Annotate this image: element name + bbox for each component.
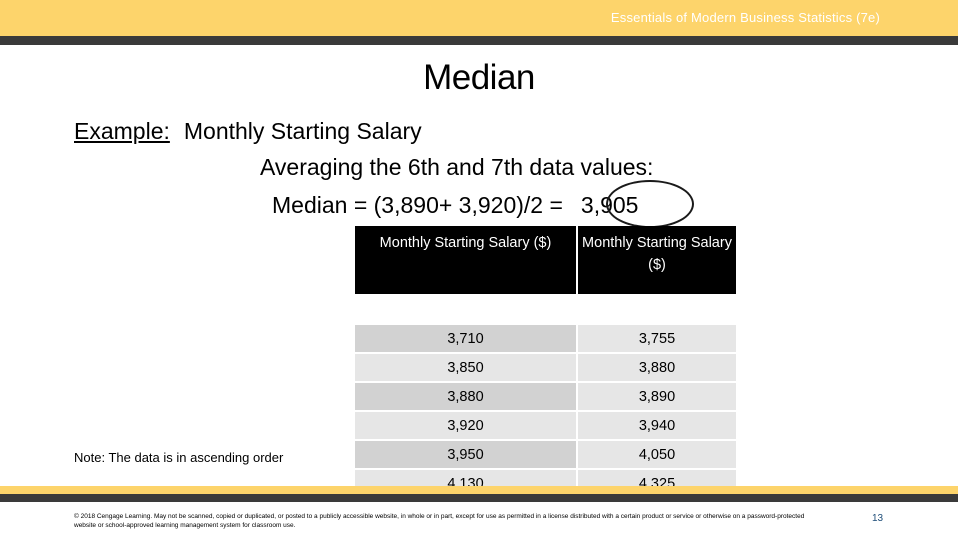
table-cell: 3,850 xyxy=(355,352,576,381)
table-row: 3,920 3,940 xyxy=(355,410,736,439)
table-row: 3,710 3,755 xyxy=(355,323,736,352)
header-bar: Essentials of Modern Business Statistics… xyxy=(0,0,958,36)
table-cell: 3,880 xyxy=(576,352,736,381)
table-cell: 3,710 xyxy=(355,323,576,352)
example-label: Example: xyxy=(74,118,170,144)
spacer-row xyxy=(355,294,736,323)
header-divider xyxy=(0,36,958,45)
footer-accent-bar xyxy=(0,486,958,494)
table-row: 3,950 4,050 xyxy=(355,439,736,468)
example-line: Example: Monthly Starting Salary xyxy=(74,118,422,145)
median-formula: Median = (3,890+ 3,920)/2 = xyxy=(272,192,563,218)
column-header: Monthly Starting Salary ($) xyxy=(355,226,576,294)
copyright-notice: © 2018 Cengage Learning. May not be scan… xyxy=(74,513,805,529)
table-cell: 3,890 xyxy=(576,381,736,410)
averaging-line: Averaging the 6th and 7th data values: xyxy=(260,154,654,180)
table-cell: 3,940 xyxy=(576,410,736,439)
table-row: 3,850 3,880 xyxy=(355,352,736,381)
median-formula-line: Median = (3,890+ 3,920)/2 = 3,905 xyxy=(272,192,638,219)
table-cell: 4,050 xyxy=(576,439,736,468)
table-header-row: Monthly Starting Salary ($) Monthly Star… xyxy=(355,226,736,294)
table-cell: 3,755 xyxy=(576,323,736,352)
table-row: 3,880 3,890 xyxy=(355,381,736,410)
salary-table: Monthly Starting Salary ($) Monthly Star… xyxy=(355,226,736,497)
course-title: Essentials of Modern Business Statistics… xyxy=(610,10,880,25)
slide-title: Median xyxy=(423,58,535,97)
ascending-order-note: Note: The data is in ascending order xyxy=(74,450,284,465)
example-text: Monthly Starting Salary xyxy=(183,118,422,144)
table-cell: 3,920 xyxy=(355,410,576,439)
page-number: 13 xyxy=(872,513,884,524)
column-header: Monthly Starting Salary ($) xyxy=(576,226,736,294)
table-cell: 3,950 xyxy=(355,439,576,468)
result-highlight-circle xyxy=(606,180,694,228)
footer-divider xyxy=(0,494,958,502)
table-cell: 3,880 xyxy=(355,381,576,410)
